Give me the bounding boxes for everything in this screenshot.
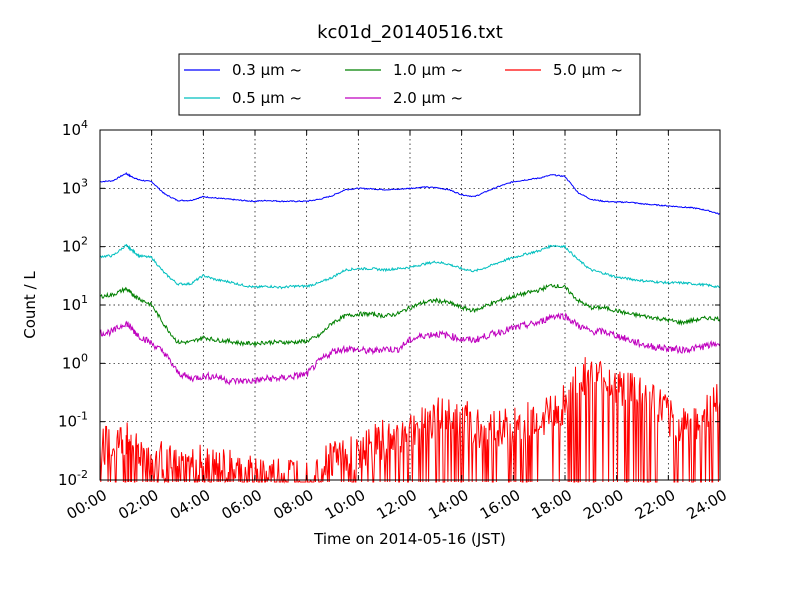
legend-entry: 0.5 μm ~ xyxy=(232,89,302,107)
x-tick-label: 16:00 xyxy=(477,486,523,523)
legend-entry: 0.3 μm ~ xyxy=(232,61,302,79)
y-tick-labels: 10-2 10-1 100 101 102 103 104 xyxy=(58,118,88,489)
chart-title: kc01d_20140516.txt xyxy=(317,22,503,43)
y-tick-label: 100 xyxy=(62,351,88,372)
x-tick-label: 14:00 xyxy=(425,486,471,523)
x-tick-label: 12:00 xyxy=(374,486,420,523)
x-tick-label: 20:00 xyxy=(580,486,626,523)
y-tick-label: 10-2 xyxy=(58,468,88,489)
series-line xyxy=(99,312,721,386)
legend-entry: 1.0 μm ~ xyxy=(393,61,463,79)
y-axis-label: Count / L xyxy=(21,271,39,339)
x-tick-label: 06:00 xyxy=(219,486,265,523)
series-line xyxy=(100,283,721,347)
x-tick-label: 24:00 xyxy=(684,486,730,523)
axis-ticks xyxy=(99,129,721,481)
grid xyxy=(100,130,720,480)
y-tick-label: 10-1 xyxy=(58,410,88,431)
y-tick-label: 101 xyxy=(62,293,88,314)
x-tick-label: 00:00 xyxy=(64,486,110,523)
y-tick-label: 104 xyxy=(62,118,88,139)
y-tick-label: 102 xyxy=(62,235,88,256)
x-tick-label: 02:00 xyxy=(115,486,161,523)
legend-entry: 2.0 μm ~ xyxy=(393,89,463,107)
x-tick-label: 18:00 xyxy=(529,486,575,523)
x-tick-label: 04:00 xyxy=(167,486,213,523)
x-tick-label: 08:00 xyxy=(270,486,316,523)
x-tick-label: 22:00 xyxy=(632,486,678,523)
y-tick-label: 103 xyxy=(62,176,88,197)
legend: 0.3 μm ~ 0.5 μm ~ 1.0 μm ~ 2.0 μm ~ 5.0 μm ~ xyxy=(178,53,641,116)
x-tick-label: 10:00 xyxy=(322,486,368,523)
x-tick-labels: 00:00 02:00 04:00 06:00 08:00 10:00 12:00 14:00… xyxy=(64,486,730,523)
series-lines xyxy=(99,171,721,484)
x-axis-label: Time on 2014-05-16 (JST) xyxy=(313,530,506,548)
series-line xyxy=(99,171,721,215)
legend-entry: 5.0 μm ~ xyxy=(553,61,623,79)
series-line xyxy=(99,357,721,484)
legend-frame xyxy=(178,53,641,116)
series-line xyxy=(99,243,721,290)
